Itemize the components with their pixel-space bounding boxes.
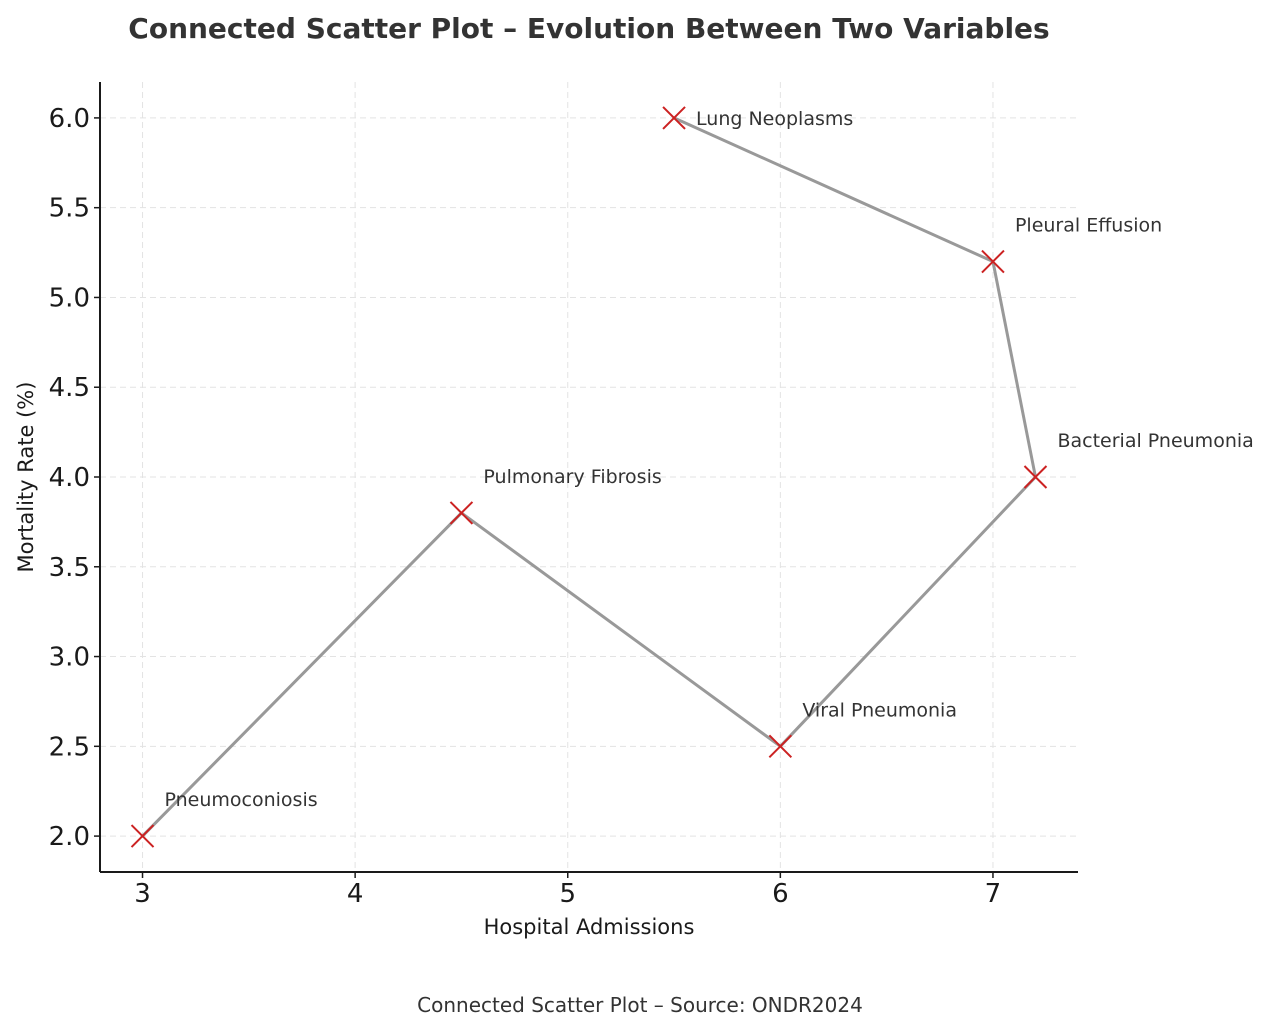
data-point-label: Lung Neoplasms xyxy=(696,108,853,130)
y-tick-label: 4.5 xyxy=(49,373,90,403)
data-point-marker xyxy=(768,734,793,759)
series-line xyxy=(141,116,1037,838)
x-tick-label: 5 xyxy=(559,879,576,909)
y-axis-label: Mortality Rate (%) xyxy=(14,382,38,573)
y-tick-label: 4.0 xyxy=(49,463,90,493)
axes xyxy=(94,82,1078,878)
data-point-label: Pulmonary Fibrosis xyxy=(483,466,661,488)
y-tick-label: 2.5 xyxy=(49,732,90,762)
y-tick-label: 2.0 xyxy=(49,822,90,852)
data-point-label: Bacterial Pneumonia xyxy=(1057,430,1253,452)
data-point-label: Pneumoconiosis xyxy=(165,789,318,811)
data-point-label: Pleural Effusion xyxy=(1015,215,1162,237)
marker-group xyxy=(130,106,1048,848)
y-tick-label: 3.0 xyxy=(49,643,90,673)
x-tick-label: 7 xyxy=(985,879,1002,909)
data-point-marker xyxy=(662,106,686,130)
chart-caption: Connected Scatter Plot – Source: ONDR202… xyxy=(417,993,863,1017)
data-point-marker xyxy=(449,501,474,525)
point-label-group: Pneumoconiosis Pulmonary Fibrosis Viral Pn… xyxy=(165,108,1254,811)
grid xyxy=(100,82,1078,872)
y-tick-label: 5.5 xyxy=(49,194,90,224)
data-point-marker xyxy=(1023,465,1048,489)
x-tick-label: 4 xyxy=(347,879,364,909)
x-tick-label: 3 xyxy=(134,879,151,909)
data-point-marker xyxy=(130,824,155,848)
x-axis-label: Hospital Admissions xyxy=(484,915,695,939)
data-point-label: Viral Pneumonia xyxy=(802,699,957,721)
series-line-group xyxy=(141,116,1037,838)
chart-title: Connected Scatter Plot – Evolution Betwe… xyxy=(128,12,1049,45)
data-point-marker xyxy=(981,249,1005,274)
tick-label-group: 3 4 5 6 7 2.0 2.5 3.0 3.5 4.0 4.5 5.0 5.5 6.0 xyxy=(49,104,1002,909)
y-tick-label: 6.0 xyxy=(49,104,90,134)
y-tick-label: 3.5 xyxy=(49,553,90,583)
x-tick-label: 6 xyxy=(772,879,789,909)
y-tick-label: 5.0 xyxy=(49,283,90,313)
